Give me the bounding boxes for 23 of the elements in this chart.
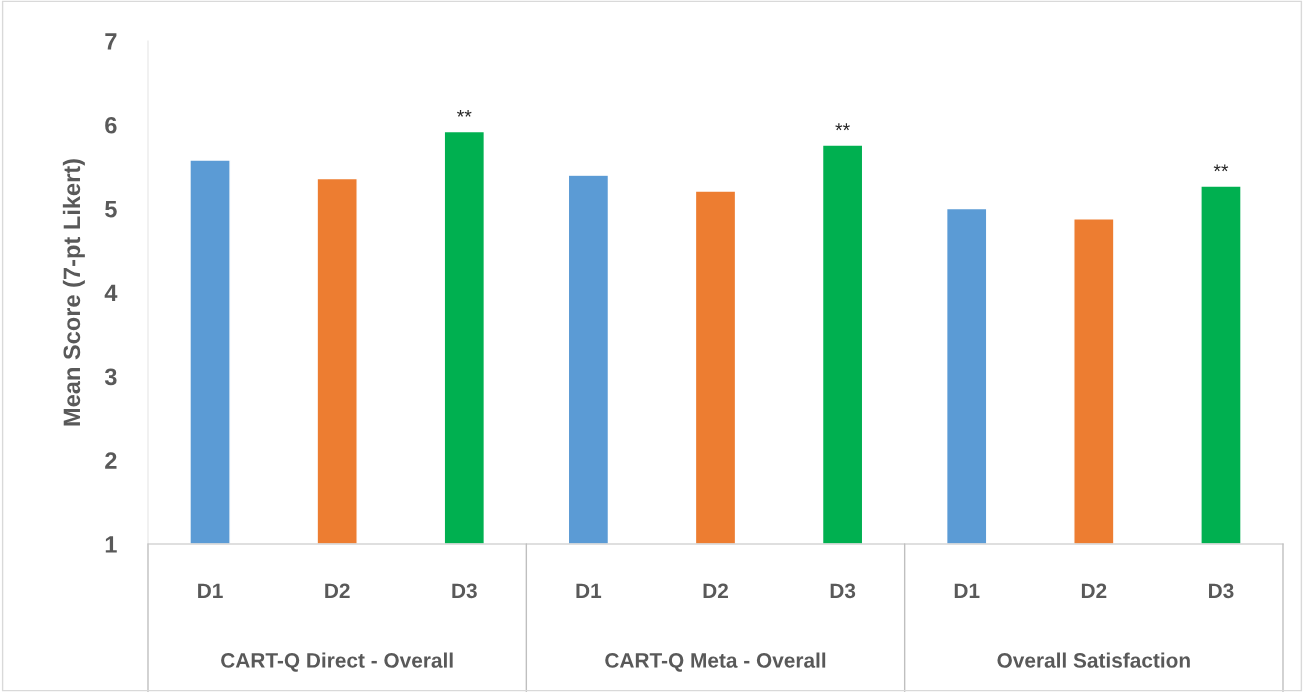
annotation: ** <box>457 109 472 117</box>
y-tick-label: 5 <box>105 200 117 218</box>
y-tick-label: 7 <box>105 33 117 50</box>
series-label: D1 <box>198 583 223 598</box>
y-tick-label: 4 <box>104 284 118 302</box>
y-tick-label: 3 <box>104 368 117 386</box>
text: D1 <box>576 583 602 598</box>
annotation: ** <box>835 123 850 131</box>
y-tick-label: 2 <box>105 452 117 469</box>
series-label: D3 <box>452 583 477 599</box>
x-tick-label: CART-Q Direct - Overall <box>221 652 453 672</box>
text: D1 <box>954 583 980 598</box>
text: D2 <box>1081 583 1107 598</box>
text: D2 <box>703 583 728 598</box>
series-label: D2 <box>325 583 350 598</box>
y-axis-title: Mean Score (7-pt Likert) <box>62 159 85 426</box>
y-tick-label: 1 <box>105 536 117 553</box>
annotation: ** <box>1213 164 1229 172</box>
y-tick-label: 6 <box>105 116 117 134</box>
text: D3 <box>1209 583 1234 599</box>
text: D3 <box>830 583 856 599</box>
x-tick-label: CART-Q Meta - Overall <box>605 652 826 672</box>
x-tick-label: Overall Satisfaction <box>997 652 1190 668</box>
